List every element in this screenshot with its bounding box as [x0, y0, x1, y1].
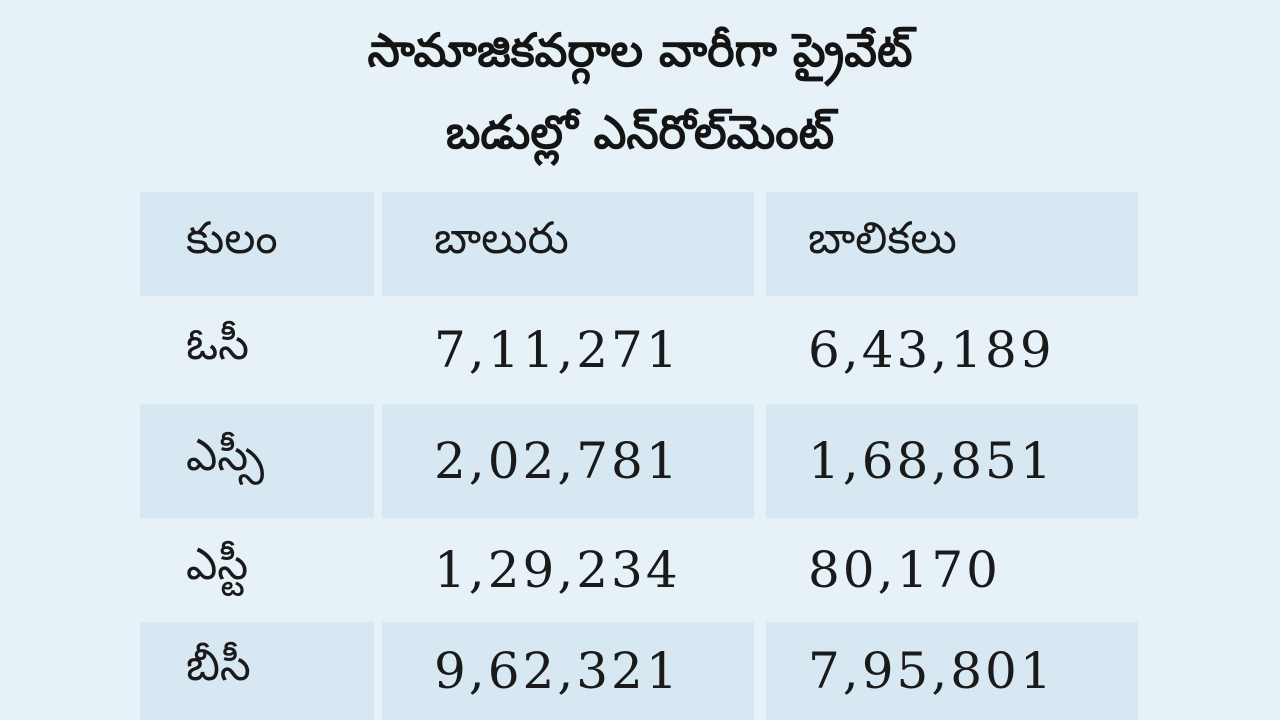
- boys-value: 1,29,234: [382, 518, 754, 622]
- enrollment-table: కులం బాలురు బాలికలు ఓసీ 7,11,271 6,43,18…: [140, 192, 1138, 720]
- table-row: బీసీ 9,62,321 7,95,801: [140, 622, 1138, 720]
- header-caste: కులం: [140, 192, 374, 296]
- table-row: ఎస్సీ 2,02,781 1,68,851: [140, 404, 1138, 518]
- table-row: ఓసీ 7,11,271 6,43,189: [140, 296, 1138, 404]
- boys-value: 9,62,321: [382, 622, 754, 720]
- row-category: ఎస్టీ: [140, 518, 374, 622]
- boys-value: 7,11,271: [382, 296, 754, 404]
- row-category: ఓసీ: [140, 296, 374, 404]
- girls-value: 7,95,801: [766, 622, 1138, 720]
- row-category: బీసీ: [140, 622, 374, 720]
- row-category: ఎస్సీ: [140, 404, 374, 518]
- table-row: ఎస్టీ 1,29,234 80,170: [140, 518, 1138, 622]
- boys-value: 2,02,781: [382, 404, 754, 518]
- header-girls: బాలికలు: [766, 192, 1138, 296]
- chart-title-line-1: సామాజికవర్గాల వారీగా ప్రైవేట్: [367, 23, 913, 77]
- girls-value: 80,170: [766, 518, 1138, 622]
- header-boys: బాలురు: [382, 192, 754, 296]
- table-header-row: కులం బాలురు బాలికలు: [140, 192, 1138, 296]
- chart-title-line-2: బడుల్లో ఎన్‌రోల్‌మెంట్: [445, 105, 835, 159]
- girls-value: 6,43,189: [766, 296, 1138, 404]
- girls-value: 1,68,851: [766, 404, 1138, 518]
